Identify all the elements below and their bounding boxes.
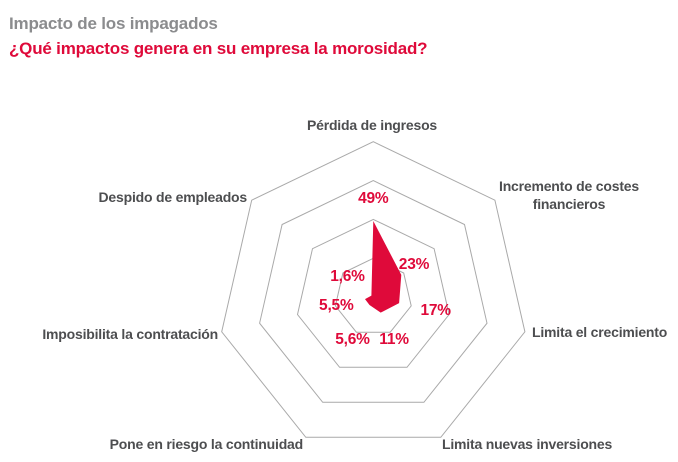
value-label-pone-en-riesgo-la-continuidad: 5,6% bbox=[335, 331, 370, 349]
grid-ring-100pct bbox=[221, 141, 526, 438]
grid-ring-75pct bbox=[259, 180, 488, 403]
value-label-perdida-de-ingresos: 49% bbox=[358, 190, 389, 208]
data-polygon bbox=[365, 221, 402, 313]
value-label-imposibilita-la-contratacion: 5,5% bbox=[319, 296, 354, 314]
axis-label-limita-el-crecimiento: Limita el crecimiento bbox=[532, 323, 668, 340]
axis-label-imposibilita-la-contratacion: Imposibilita la contratación bbox=[42, 325, 218, 342]
grid-ring-25pct bbox=[334, 257, 412, 333]
axis-label-despido-de-empleados: Despido de empleados bbox=[98, 188, 248, 205]
value-label-limita-nuevas-inversiones: 11% bbox=[379, 331, 409, 349]
grid-ring-50pct bbox=[296, 218, 450, 368]
axis-label-incremento-de-costes-financieros: Incremento de costes financieros bbox=[499, 177, 639, 212]
axis-label-limita-nuevas-inversiones: Limita nuevas inversiones bbox=[442, 435, 613, 452]
chart-title: ¿Qué impactos genera en su empresa la mo… bbox=[9, 39, 428, 58]
axis-label-pone-en-riesgo-la-continuidad: Pone en riesgo la continuidad bbox=[109, 435, 304, 452]
value-label-despido-de-empleados: 1,6% bbox=[330, 267, 365, 285]
chart-kicker: Impacto de los impagados bbox=[9, 14, 218, 33]
value-label-limita-el-crecimiento: 17% bbox=[420, 302, 451, 320]
axis-label-perdida-de-ingresos: Pérdida de ingresos bbox=[306, 116, 438, 133]
value-label-incremento-de-costes-financieros: 23% bbox=[398, 255, 430, 273]
